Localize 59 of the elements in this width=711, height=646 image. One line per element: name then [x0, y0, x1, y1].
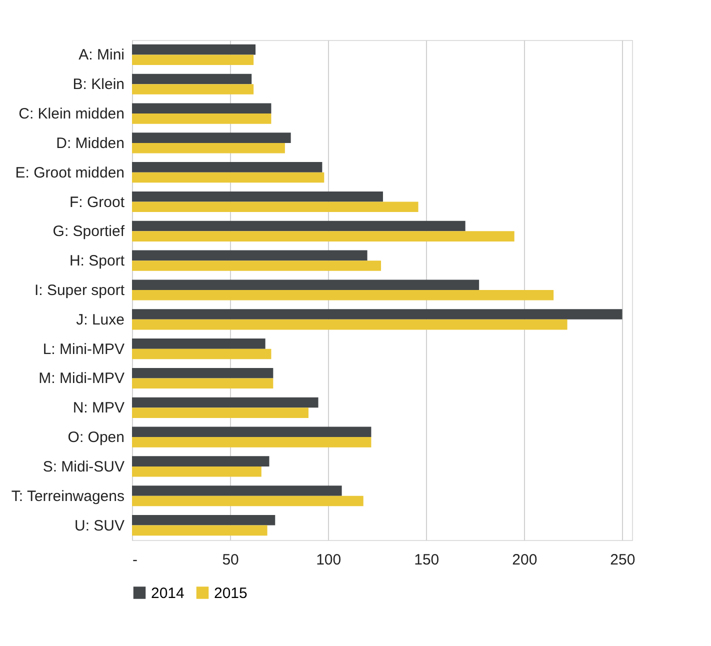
y-tick-label: T: Terreinwagens [11, 488, 124, 505]
bar [132, 309, 622, 320]
bar [132, 231, 514, 242]
y-tick-label: O: Open [68, 429, 124, 446]
bar [132, 250, 368, 261]
bar [132, 280, 480, 290]
y-tick-label: A: Mini [78, 46, 124, 64]
y-tick-label: E: Groot midden [15, 164, 124, 182]
bar [132, 426, 372, 438]
bar [132, 260, 382, 271]
y-tick-label: S: Midi-SUV [42, 458, 124, 476]
bar [132, 44, 256, 55]
y-tick-label: J: Luxe [76, 311, 124, 328]
bar [132, 437, 372, 448]
y-tick-label: M: Midi-MPV [38, 370, 124, 388]
bar [132, 132, 291, 143]
y-tick-label: B: Klein [72, 76, 124, 94]
bar [132, 290, 554, 300]
bar [132, 397, 318, 408]
x-tick-label: 250 [610, 552, 636, 568]
y-tick-label: U: SUV [74, 517, 124, 534]
bar [132, 486, 342, 496]
x-tick-label: 50 [222, 552, 239, 568]
bar [132, 525, 268, 536]
y-tick-label: G: Sportief [52, 223, 126, 240]
bar [132, 368, 274, 378]
bar [132, 114, 272, 124]
y-tick-label: D: Midden [56, 134, 124, 152]
x-tick-label: - [132, 552, 138, 568]
bar [132, 378, 274, 389]
bar [132, 172, 324, 183]
bar [132, 408, 308, 418]
x-tick-label: 100 [316, 552, 342, 568]
y-tick-label: N: MPV [72, 400, 124, 417]
y-tick-label: C: Klein midden [18, 106, 124, 123]
bar [132, 338, 266, 349]
y-tick-label: F: Groot [69, 194, 126, 211]
bar [132, 54, 254, 65]
legend-label: 2014 [151, 584, 184, 602]
legend-label: 2015 [214, 584, 248, 602]
bar [132, 496, 364, 506]
bar [132, 348, 272, 360]
bar [132, 220, 466, 232]
bar [132, 466, 262, 477]
y-tick-label: H: Sport [69, 252, 126, 270]
bar [132, 191, 383, 202]
bar [132, 142, 285, 154]
bar [132, 456, 270, 466]
bar [132, 162, 322, 172]
bar [132, 515, 276, 526]
bar [132, 74, 252, 84]
y-tick-label: I: Super sport [34, 282, 126, 299]
bar [132, 202, 418, 212]
bar [132, 103, 272, 114]
x-tick-label: 150 [414, 552, 440, 568]
x-tick-label: 200 [512, 552, 538, 568]
bar [132, 319, 568, 330]
y-tick-label: L: Mini-MPV [42, 340, 124, 358]
bar [132, 84, 254, 94]
